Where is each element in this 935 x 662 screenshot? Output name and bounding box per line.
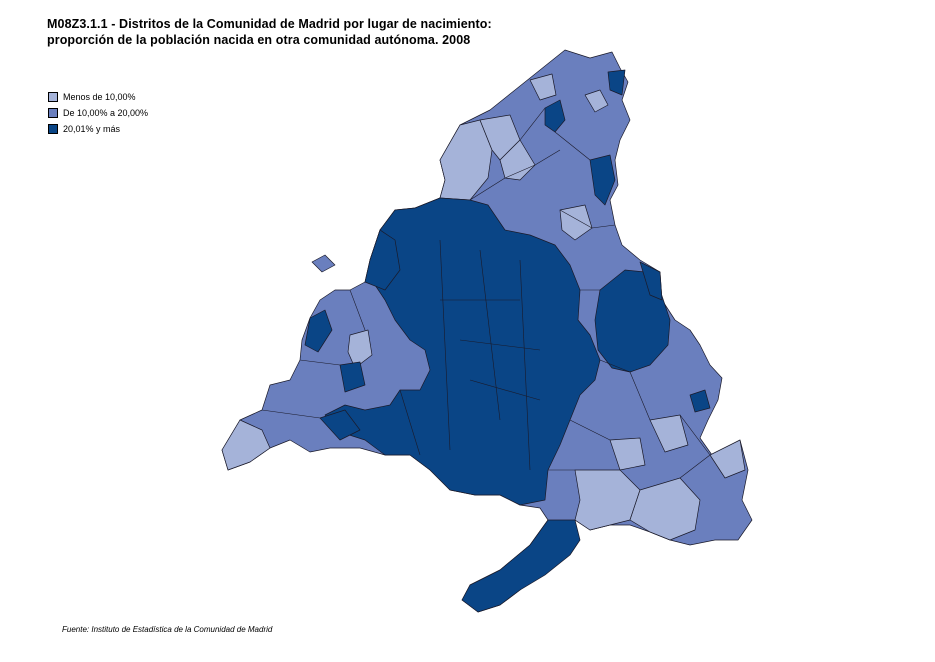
region-east-dark-3	[689, 389, 711, 413]
legend-swatch-mid	[48, 108, 58, 118]
source-note: Fuente: Instituto de Estadística de la C…	[62, 625, 273, 634]
region-west-light	[221, 419, 271, 471]
boundary-line	[349, 289, 366, 331]
boundary-line	[459, 339, 541, 351]
region-north-light-4	[529, 73, 557, 101]
region-southeast-light-3	[709, 439, 746, 479]
boundary-line	[469, 379, 541, 401]
map-legend: Menos de 10,00% De 10,00% a 20,00% 20,01…	[48, 89, 148, 137]
region-west-dark-3	[319, 409, 361, 441]
region-northeast-dark	[589, 154, 616, 206]
region-southeast-light-2	[629, 477, 701, 541]
region-north-light-3	[499, 139, 536, 181]
region-southeast-light-4	[649, 414, 689, 453]
boundary-line	[399, 389, 421, 456]
boundary-line	[569, 419, 611, 441]
region-south-dark-tail	[461, 519, 581, 613]
region-north-dark	[544, 99, 566, 133]
boundary-line	[554, 131, 591, 161]
boundary-line	[534, 149, 561, 166]
legend-label-high: 20,01% y más	[63, 124, 121, 134]
legend-swatch-low	[48, 92, 58, 102]
boundary-line	[479, 249, 501, 421]
boundary-line	[299, 359, 341, 366]
legend-item-low: Menos de 10,00%	[48, 89, 148, 105]
region-east-dark-2	[639, 261, 663, 301]
boundary-line	[469, 177, 506, 201]
boundary-line	[519, 107, 546, 141]
region-small-island	[311, 254, 336, 273]
boundary-line	[261, 409, 321, 419]
legend-item-high: 20,01% y más	[48, 121, 148, 137]
boundary-line	[439, 239, 451, 451]
map-title-line-1: M08Z3.1.1 - Distritos de la Comunidad de…	[47, 17, 492, 31]
legend-label-low: Menos de 10,00%	[63, 92, 136, 102]
region-northeast-dark-2	[607, 69, 626, 96]
region-southeast-light-5	[609, 437, 646, 471]
boundary-line	[679, 414, 711, 456]
map-title-line-2: proporción de la población nacida en otr…	[47, 33, 471, 47]
boundary-line	[559, 209, 593, 229]
legend-item-mid: De 10,00% a 20,00%	[48, 105, 148, 121]
legend-swatch-high	[48, 124, 58, 134]
boundary-line	[679, 454, 711, 479]
region-north-light-6	[559, 204, 593, 241]
map-title: M08Z3.1.1 - Distritos de la Comunidad de…	[47, 16, 492, 48]
legend-label-mid: De 10,00% a 20,00%	[63, 108, 149, 118]
boundary-line	[629, 371, 651, 421]
region-west-light-2	[347, 329, 373, 369]
boundary-line	[599, 359, 631, 373]
boundary-line	[591, 224, 616, 229]
boundary-line	[504, 164, 536, 179]
region-north-light	[439, 119, 493, 201]
region-north-light-5	[584, 89, 609, 113]
region-northwest-dark	[364, 229, 401, 291]
region-west-dark	[304, 309, 333, 353]
region-west-dark-2	[339, 361, 366, 393]
region-southeast-light	[574, 469, 641, 531]
boundary-line	[519, 259, 531, 471]
